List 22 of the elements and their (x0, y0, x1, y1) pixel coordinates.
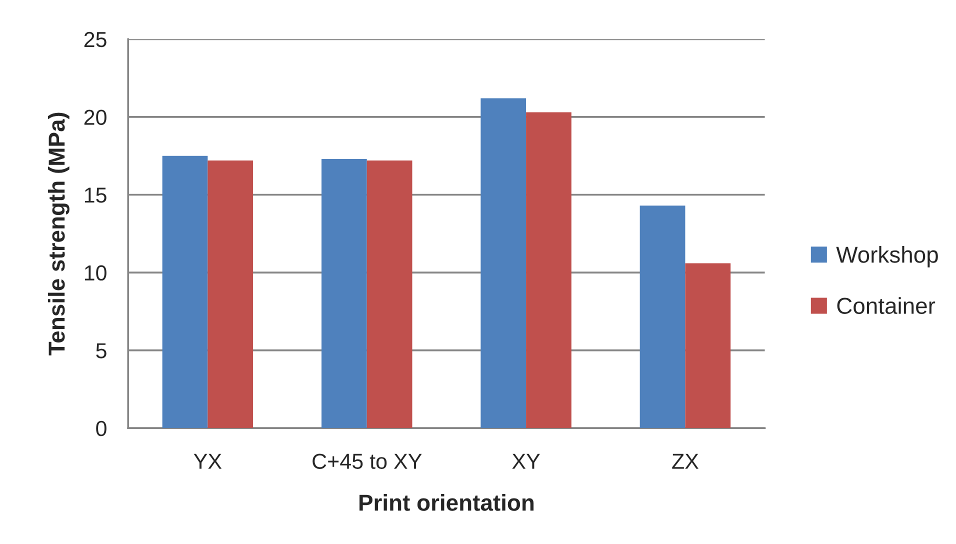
x-axis-title: Print orientation (360, 494, 534, 511)
y-axis-title: Tensile strength (MPa) (48, 112, 70, 356)
y-tick-label: 20 (84, 110, 106, 125)
bar (322, 158, 367, 428)
y-tick-label: 5 (96, 343, 106, 358)
bar (526, 112, 572, 428)
bar (208, 160, 254, 428)
y-tick-label: 15 (84, 188, 106, 203)
x-tick-label: YX (194, 454, 222, 469)
x-tick-label: C+45 to XY (312, 454, 422, 469)
y-tick-label: 0 (96, 420, 106, 436)
bar (366, 160, 412, 428)
bar (640, 206, 686, 428)
bar (685, 263, 731, 428)
legend-label: Workshop (836, 246, 938, 268)
x-tick-label: XY (512, 454, 540, 469)
legend-label: Container (837, 297, 936, 314)
bar (480, 98, 526, 428)
y-tick-label: 10 (84, 265, 106, 281)
x-tick-label: ZX (672, 454, 699, 469)
bar (162, 156, 208, 428)
y-tick-label: 25 (84, 32, 106, 48)
